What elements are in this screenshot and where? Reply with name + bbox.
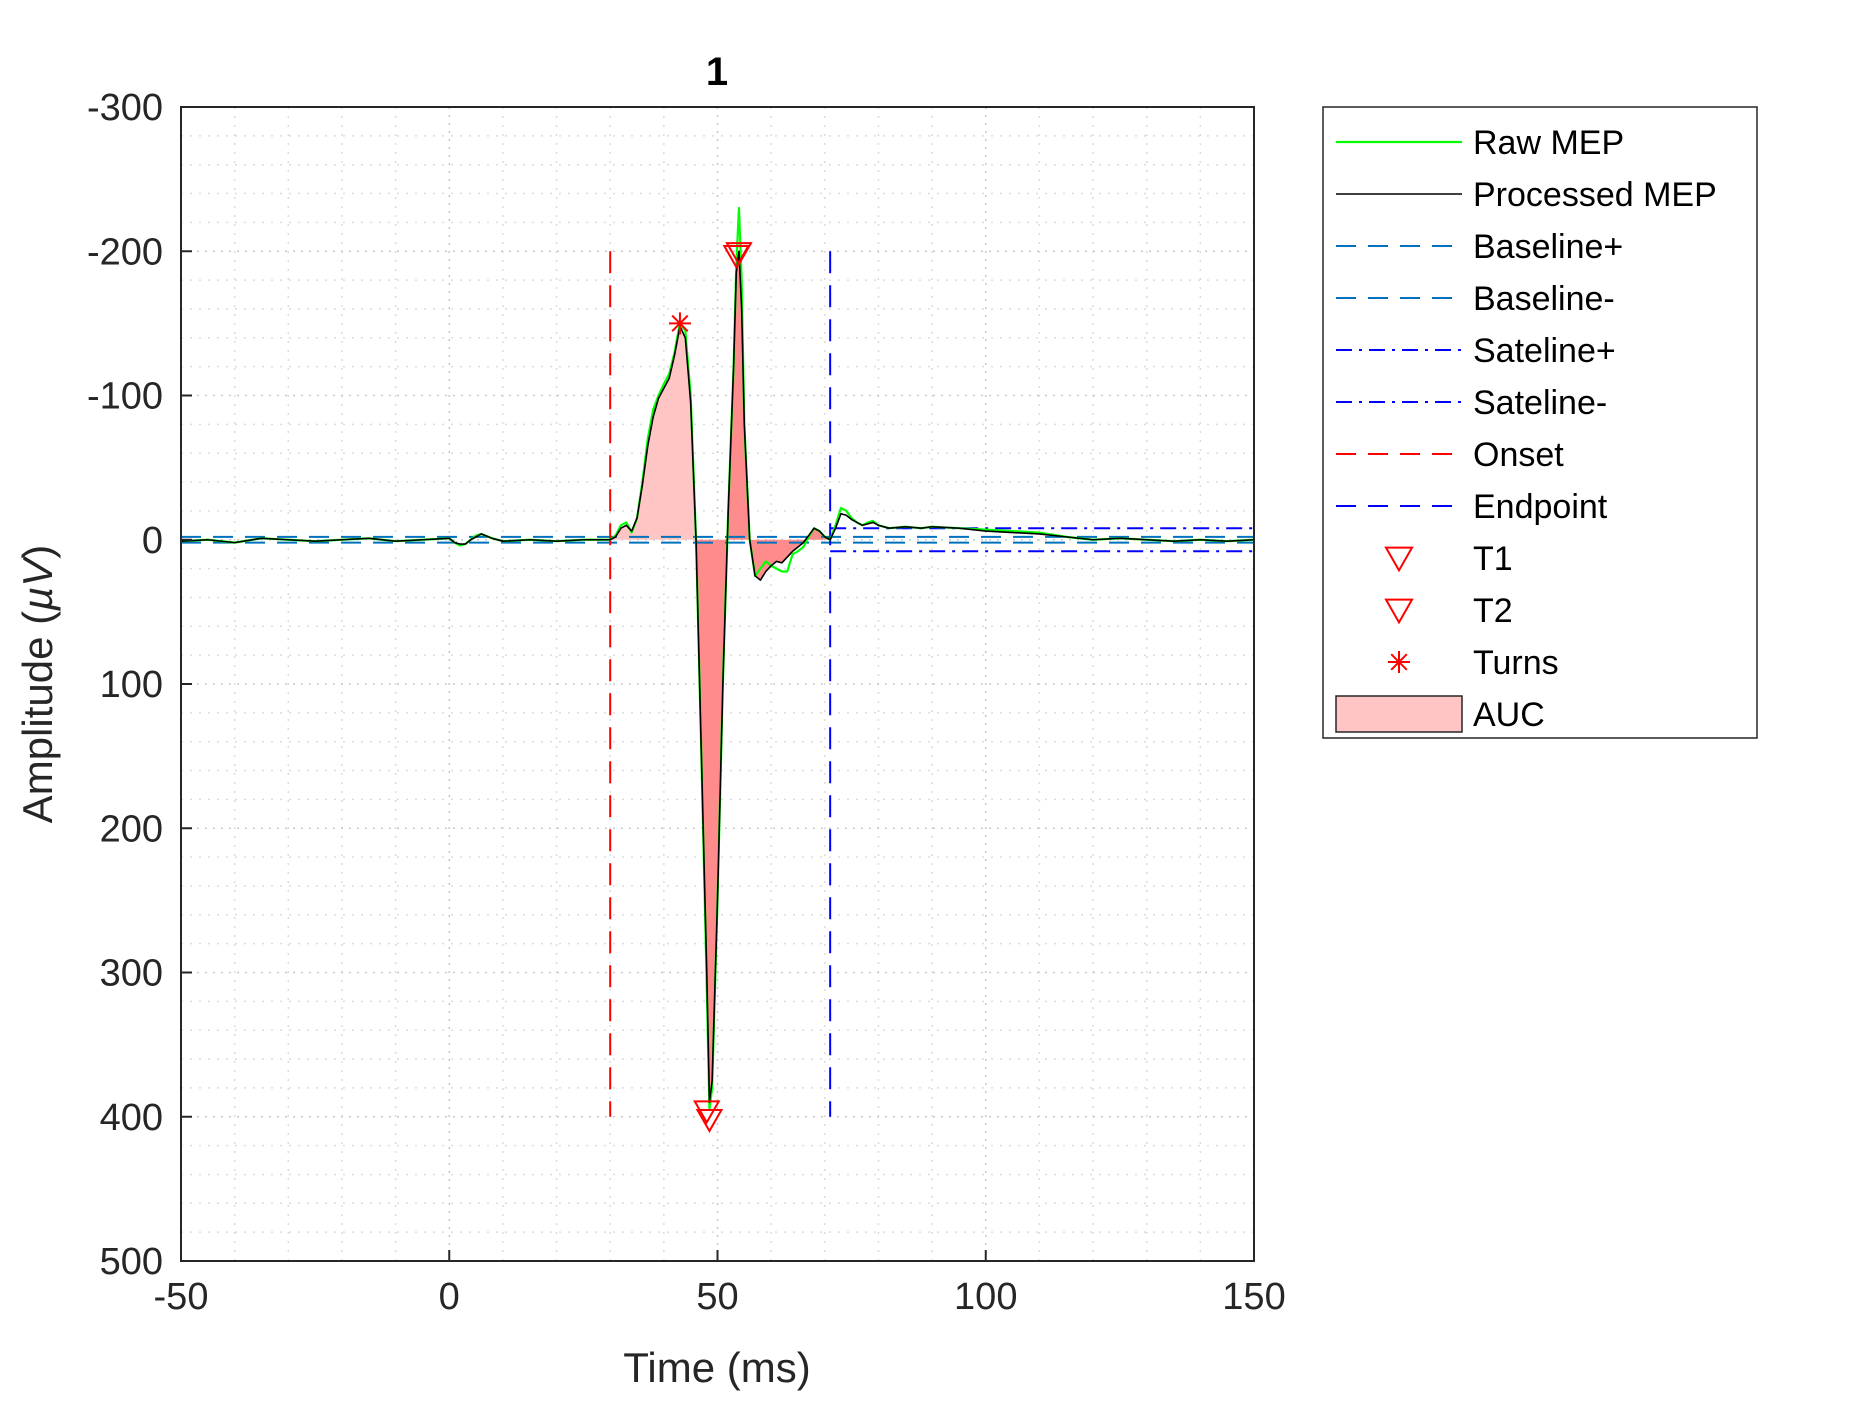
legend-box — [1322, 106, 1758, 739]
legend-label-t1: T1 — [1473, 540, 1513, 578]
y-tick-label: 200 — [100, 808, 163, 850]
y-axis-label: Amplitude (µV) — [14, 545, 61, 824]
legend: Raw MEP Processed MEP Baseline+ Baseline- Sa… — [1322, 106, 1758, 739]
reference-lines — [181, 251, 1254, 1117]
legend-label-processed-mep: Processed MEP — [1473, 176, 1717, 214]
legend-label-sateline-minus: Sateline- — [1473, 384, 1607, 422]
y-tick-label: -100 — [87, 376, 163, 418]
processed-mep-line — [180, 250, 1255, 1104]
legend-label-t2: T2 — [1473, 592, 1513, 630]
legend-entry-t1: T1 — [1384, 540, 1513, 578]
x-tick-label: 100 — [954, 1276, 1017, 1318]
legend-entry-turns: Turns — [1388, 644, 1559, 682]
legend-swatch-t1 — [1384, 546, 1414, 573]
legend-entry-baseline-plus: Baseline+ — [1336, 228, 1623, 266]
plot-area: -50 0 50 100 150 -300 -200 -100 0 100 200 300 400 500 — [87, 87, 1286, 1318]
y-tick-label: -200 — [87, 231, 163, 273]
x-tick-label: 0 — [439, 1276, 460, 1318]
legend-entry-endpoint: Endpoint — [1336, 488, 1608, 526]
legend-entry-sateline-minus: Sateline- — [1336, 384, 1607, 422]
legend-label-sateline-plus: Sateline+ — [1473, 332, 1616, 370]
t2-marker — [695, 1109, 724, 1134]
legend-label-baseline-plus: Baseline+ — [1473, 228, 1623, 266]
legend-label-endpoint: Endpoint — [1473, 488, 1608, 526]
chart-title: 1 — [706, 50, 728, 94]
auc-region-first — [610, 326, 697, 540]
legend-label-onset: Onset — [1473, 436, 1564, 474]
x-tick-label: 150 — [1222, 1276, 1285, 1318]
y-axis-label-main: Amplitude ( — [14, 611, 61, 823]
y-axis-label-unit: µV — [14, 555, 61, 612]
legend-entry-auc: AUC — [1335, 695, 1545, 734]
legend-label-raw-mep: Raw MEP — [1473, 124, 1624, 162]
x-tick-label: -50 — [154, 1276, 209, 1318]
legend-items: Raw MEP Processed MEP Baseline+ Baseline- Sa… — [1335, 124, 1717, 734]
legend-label-baseline-minus: Baseline- — [1473, 280, 1615, 318]
y-tick-label: 400 — [100, 1097, 163, 1139]
legend-entry-onset: Onset — [1336, 436, 1564, 474]
y-tick-label: 0 — [142, 520, 163, 562]
legend-swatch-auc — [1335, 695, 1463, 733]
legend-swatch-turns — [1388, 651, 1410, 673]
axis-ticks: -50 0 50 100 150 -300 -200 -100 0 100 200 300 400 500 — [87, 87, 1286, 1318]
markers — [668, 242, 753, 1134]
legend-label-auc: AUC — [1473, 696, 1545, 734]
legend-entry-processed-mep: Processed MEP — [1336, 176, 1717, 214]
legend-entry-raw-mep: Raw MEP — [1336, 124, 1624, 162]
legend-entry-sateline-plus: Sateline+ — [1336, 332, 1616, 370]
legend-swatch-t2 — [1384, 598, 1414, 625]
x-tick-label: 50 — [696, 1276, 738, 1318]
turns-marker-stroke — [671, 314, 689, 332]
legend-entry-t2: T2 — [1384, 592, 1513, 630]
x-axis-label: Time (ms) — [623, 1344, 810, 1391]
legend-label-turns: Turns — [1473, 644, 1559, 682]
y-tick-label: 100 — [100, 664, 163, 706]
legend-entry-baseline-minus: Baseline- — [1336, 280, 1615, 318]
t2-marker — [722, 244, 751, 269]
t1-marker — [693, 1100, 721, 1125]
y-tick-label: 300 — [100, 953, 163, 995]
series-lines — [180, 206, 1255, 1111]
y-axis-label-close: ) — [14, 545, 61, 559]
y-tick-label: -300 — [87, 87, 163, 129]
legend-swatch-turns-stroke — [1390, 653, 1408, 671]
turns-marker — [668, 312, 691, 335]
y-tick-label: 500 — [100, 1241, 163, 1283]
